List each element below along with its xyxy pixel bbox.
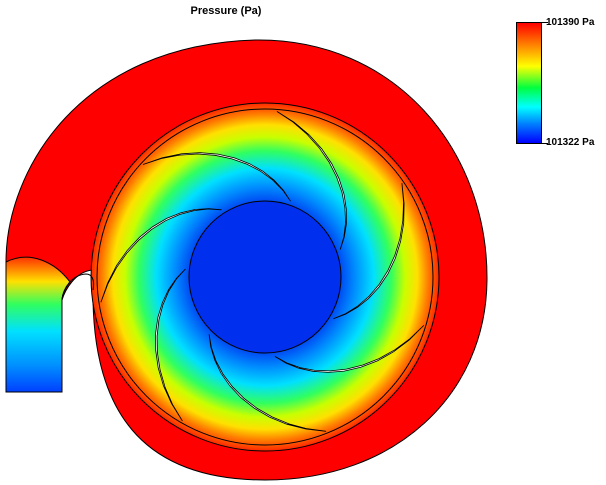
color-legend-bar <box>516 22 542 144</box>
volute-tongue <box>61 273 95 301</box>
impeller-blade <box>333 183 405 320</box>
impeller-blade <box>142 152 291 202</box>
plot-title: Pressure (Pa) <box>190 5 262 17</box>
impeller-blade <box>100 208 222 303</box>
impeller-blade <box>276 111 347 250</box>
impeller-hub <box>188 200 342 354</box>
legend-min-label: 101322 Pa <box>546 137 595 148</box>
impeller-blade <box>274 325 425 373</box>
pressure-contour-plot <box>5 39 488 481</box>
impeller-blade <box>208 334 327 432</box>
impeller-blade <box>155 268 186 422</box>
legend-tick-max <box>542 22 548 23</box>
legend-tick-min <box>542 143 548 144</box>
impeller-blades <box>100 111 425 432</box>
legend-max-label: 101390 Pa <box>546 17 595 28</box>
impeller-rim <box>96 108 434 446</box>
outlet-duct <box>5 256 71 393</box>
